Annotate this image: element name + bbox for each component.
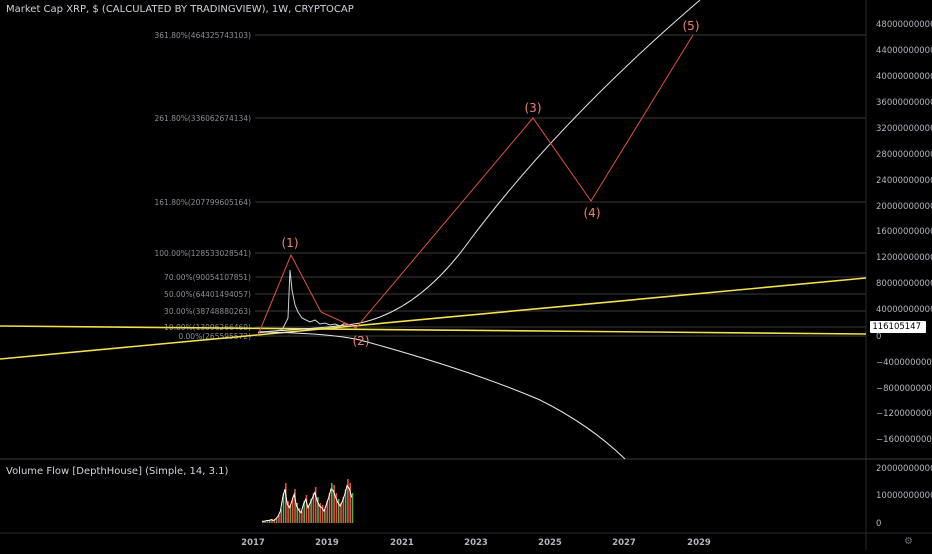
time-tick: 2019 — [315, 538, 339, 548]
volume-bar — [335, 493, 338, 523]
volume-bar — [317, 497, 319, 523]
price-tick: 120000000000 — [876, 253, 932, 263]
volume-bar — [337, 499, 340, 523]
price-tick: −40000000000 — [876, 358, 932, 368]
volume-bar — [312, 493, 315, 523]
parabola-upper[interactable] — [257, 0, 701, 333]
volume-bar — [282, 493, 285, 523]
volume-bar — [324, 509, 326, 523]
wave-label-4: (4) — [584, 206, 601, 220]
volume-bar — [308, 505, 310, 523]
fib-label-70: 70.00%(90054107851) — [164, 273, 251, 282]
volume-flow-line — [262, 484, 353, 522]
volume-bar — [321, 505, 324, 523]
volume-bar — [278, 515, 280, 523]
volume-bar — [349, 483, 351, 523]
fib-label-0: 0.00%(265595572) — [178, 332, 251, 341]
fib-label-361: 361.80%(464325743103) — [155, 31, 252, 40]
gear-icon[interactable]: ⚙ — [904, 536, 913, 547]
price-tick: −160000000000 — [876, 435, 932, 445]
wave-label-1: (1) — [282, 236, 299, 250]
volume-bar — [273, 520, 276, 523]
fib-retracement[interactable] — [255, 34, 866, 337]
volume-bar — [266, 520, 269, 523]
volume-bar — [271, 519, 273, 523]
fib-label-161: 161.80%(207799605164) — [155, 198, 252, 207]
volume-bar — [331, 483, 333, 523]
volume-bar — [351, 493, 354, 523]
volume-tick: 20000000000 — [876, 464, 932, 474]
time-tick: 2025 — [538, 538, 562, 548]
fib-label-261: 261.80%(336062674134) — [155, 114, 252, 123]
volume-bar — [262, 521, 264, 523]
price-series — [257, 269, 357, 334]
volume-bar — [333, 485, 335, 523]
fib-label-100: 100.00%(128533028541) — [155, 249, 252, 258]
time-tick: 2029 — [687, 538, 711, 548]
time-tick: 2023 — [464, 538, 488, 548]
parabola-lower[interactable] — [257, 331, 626, 460]
volume-bar — [268, 520, 271, 523]
volume-bar — [275, 518, 278, 523]
volume-bar — [347, 479, 349, 523]
volume-bar — [296, 503, 299, 523]
volume-bar — [264, 521, 266, 523]
volume-bar — [303, 501, 305, 523]
volume-bar — [298, 508, 301, 523]
time-tick: 2027 — [612, 538, 636, 548]
volume-bar — [285, 483, 287, 523]
price-tick: 0 — [876, 332, 881, 342]
price-tick: 320000000000 — [876, 124, 932, 134]
price-tick: −120000000000 — [876, 409, 932, 419]
volume-bar — [294, 489, 296, 523]
volume-bar — [305, 495, 308, 523]
volume-bar — [326, 501, 328, 523]
volume-bar — [291, 497, 294, 523]
volume-bar — [328, 493, 331, 523]
elliott-wave[interactable] — [257, 34, 694, 336]
trendline-flat[interactable] — [0, 325, 867, 335]
price-tick: 360000000000 — [876, 98, 932, 108]
volume-bar — [342, 497, 345, 523]
volume-bar — [280, 509, 282, 523]
chart-title[interactable]: Market Cap XRP, $ (CALCULATED BY TRADING… — [6, 4, 354, 15]
price-tick: 40000000000 — [876, 305, 932, 315]
volume-bar — [301, 511, 303, 523]
trendline-rising[interactable] — [0, 277, 867, 360]
price-tick: 440000000000 — [876, 46, 932, 56]
price-tick: 240000000000 — [876, 176, 932, 186]
volume-tick: 10000000000 — [876, 491, 932, 501]
price-tick: 200000000000 — [876, 202, 932, 212]
fib-label-30: 30.00%(38748880263) — [164, 307, 251, 316]
price-tick: 80000000000 — [876, 279, 932, 289]
time-tick: 2017 — [241, 538, 265, 548]
volume-tick: 0 — [876, 519, 881, 529]
wave-label-5: (5) — [683, 19, 700, 33]
volume-bar — [319, 503, 322, 523]
price-line — [257, 269, 357, 334]
price-tick: −80000000000 — [876, 384, 932, 394]
trendlines[interactable] — [0, 277, 867, 360]
volume-bar — [310, 499, 312, 523]
volume-bar — [344, 489, 347, 523]
wave-label-2: (2) — [353, 334, 370, 348]
volume-bar — [340, 503, 342, 523]
parabolic-arcs[interactable] — [257, 0, 701, 460]
indicator-title[interactable]: Volume Flow [DepthHouse] (Simple, 14, 3.… — [6, 466, 229, 477]
price-tick: 480000000000 — [876, 20, 932, 30]
price-tick: 280000000000 — [876, 150, 932, 160]
wave-label-3: (3) — [525, 101, 542, 115]
time-tick: 2021 — [390, 538, 414, 548]
fib-label-50: 50.00%(64401494057) — [164, 290, 251, 299]
price-tick: 160000000000 — [876, 227, 932, 237]
volume-bar — [287, 501, 289, 523]
volume-bar — [314, 487, 317, 523]
volume-bar — [289, 505, 292, 523]
volume-series — [262, 479, 354, 523]
current-price-label: 116105147 48 — [870, 321, 926, 344]
